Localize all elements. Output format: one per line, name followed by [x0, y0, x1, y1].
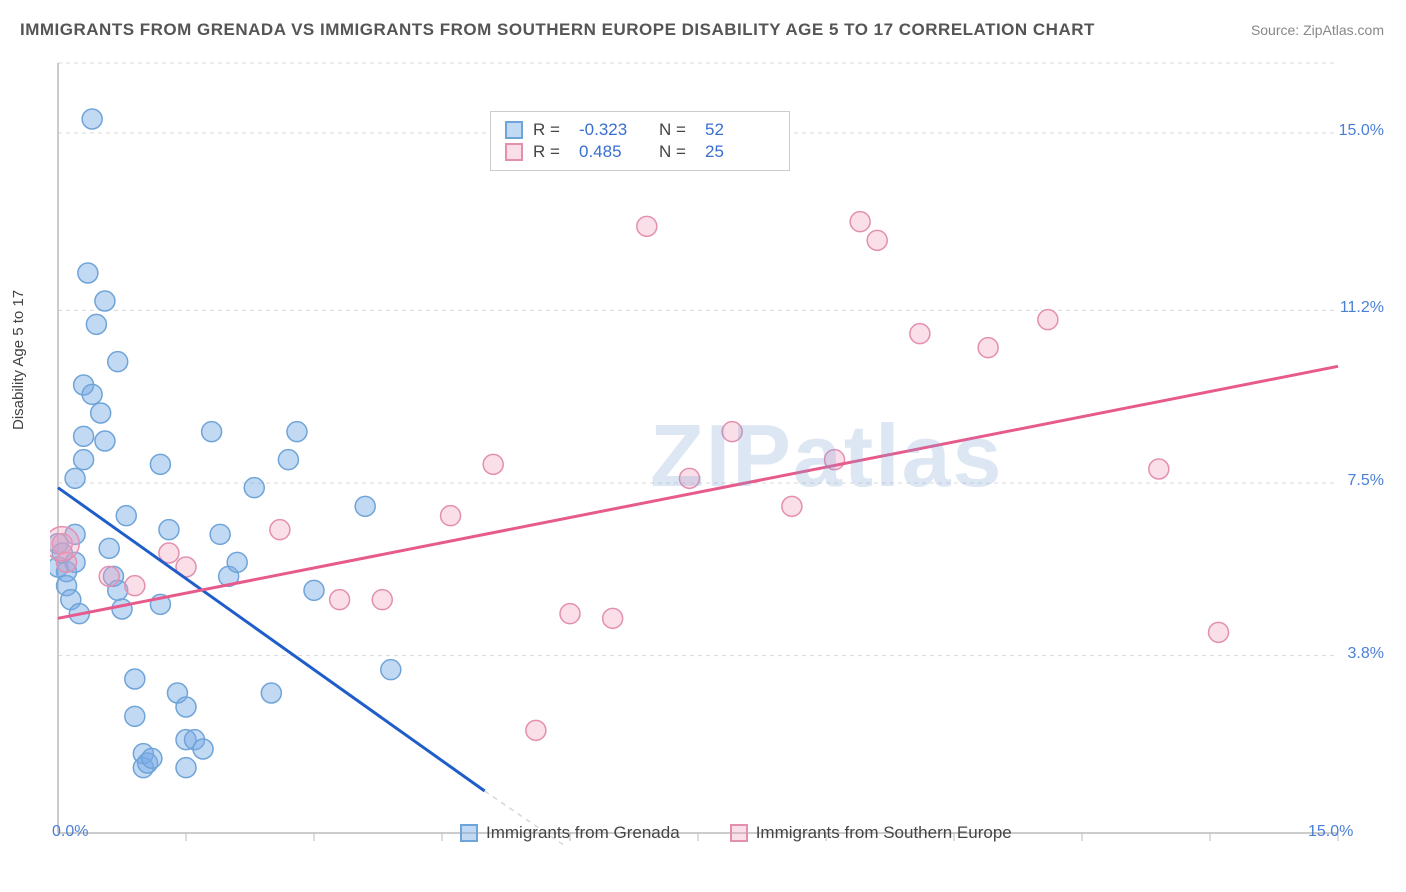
scatter-chart [50, 55, 1390, 845]
y-tick-label: 7.5% [1348, 472, 1384, 490]
source-label: Source: ZipAtlas.com [1251, 22, 1384, 38]
legend-row-grenada: R = -0.323 N = 52 [505, 120, 775, 140]
legend-label: Immigrants from Southern Europe [756, 823, 1012, 843]
legend-item-grenada: Immigrants from Grenada [460, 823, 680, 843]
x-axis-tick-right: 15.0% [1308, 823, 1353, 841]
legend-row-southern-europe: R = 0.485 N = 25 [505, 142, 775, 162]
chart-title: IMMIGRANTS FROM GRENADA VS IMMIGRANTS FR… [20, 20, 1095, 40]
n-value: 52 [705, 120, 775, 140]
x-axis-tick-left: 0.0% [52, 823, 88, 841]
y-tick-label: 11.2% [1340, 299, 1384, 317]
n-value: 25 [705, 142, 775, 162]
r-label: R = [533, 120, 569, 140]
legend-swatch-southern-europe [505, 143, 523, 161]
r-label: R = [533, 142, 569, 162]
legend-item-southern-europe: Immigrants from Southern Europe [730, 823, 1012, 843]
y-tick-label: 15.0% [1339, 122, 1384, 140]
y-tick-label: 3.8% [1348, 645, 1384, 663]
r-value: 0.485 [579, 142, 649, 162]
r-value: -0.323 [579, 120, 649, 140]
correlation-legend: R = -0.323 N = 52 R = 0.485 N = 25 [490, 111, 790, 171]
source-prefix: Source: [1251, 22, 1303, 38]
series-legend: Immigrants from Grenada Immigrants from … [460, 823, 1012, 843]
source-value: ZipAtlas.com [1303, 22, 1384, 38]
n-label: N = [659, 142, 695, 162]
chart-area: ZIPatlas R = -0.323 N = 52 R = 0.485 N =… [50, 55, 1390, 845]
n-label: N = [659, 120, 695, 140]
legend-swatch-southern-europe [730, 824, 748, 842]
legend-label: Immigrants from Grenada [486, 823, 680, 843]
y-axis-label: Disability Age 5 to 17 [10, 290, 27, 430]
legend-swatch-grenada [460, 824, 478, 842]
legend-swatch-grenada [505, 121, 523, 139]
